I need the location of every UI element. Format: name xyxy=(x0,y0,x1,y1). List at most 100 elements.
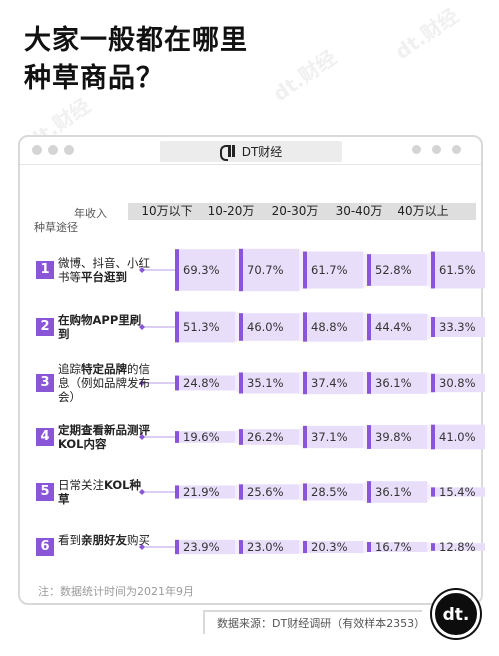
page-title: 大家一般都在哪里 种草商品？ xyxy=(24,22,248,98)
value-label: 20.3% xyxy=(311,540,348,554)
row-connector xyxy=(363,371,367,395)
value-band xyxy=(431,543,485,551)
value-band xyxy=(367,481,427,503)
value-label: 61.7% xyxy=(311,263,348,277)
column-header: 10-20万 xyxy=(207,204,255,218)
window-dot xyxy=(32,145,42,155)
row-label: 微博、抖音、小红书等平台逛到 xyxy=(58,256,150,284)
value-band-edge xyxy=(303,371,307,395)
value-label: 51.3% xyxy=(183,320,220,334)
value-band xyxy=(431,317,485,337)
value-band xyxy=(367,541,427,553)
value-label: 70.7% xyxy=(247,263,284,277)
value-band xyxy=(175,311,235,343)
value-band xyxy=(239,429,299,445)
value-band-edge xyxy=(367,313,371,341)
value-label: 69.3% xyxy=(183,263,220,277)
value-band xyxy=(431,487,485,497)
value-label: 30.8% xyxy=(439,376,476,390)
value-label: 23.9% xyxy=(183,540,220,554)
row-label: 在购物APP里刷到 xyxy=(58,313,142,341)
row-marker xyxy=(139,267,145,273)
value-band xyxy=(175,539,235,555)
row-marker xyxy=(139,544,145,550)
value-band-edge xyxy=(175,311,179,343)
row-connector xyxy=(235,484,239,500)
row-connector xyxy=(235,311,239,343)
row-connector xyxy=(299,312,303,342)
value-label: 35.1% xyxy=(247,376,284,390)
value-band-edge xyxy=(367,481,371,503)
value-label: 26.2% xyxy=(247,430,284,444)
value-label: 37.4% xyxy=(311,376,348,390)
value-label: 25.6% xyxy=(247,485,284,499)
column-header: 20-30万 xyxy=(271,204,319,218)
window-dot xyxy=(412,145,421,154)
row-number: 1 xyxy=(36,261,54,279)
window-dot xyxy=(48,145,58,155)
row-connector xyxy=(427,424,431,450)
value-label: 28.5% xyxy=(311,485,348,499)
value-band-edge xyxy=(431,373,435,393)
value-band-edge xyxy=(175,485,179,499)
value-band-edge xyxy=(175,375,179,391)
row-number: 4 xyxy=(36,428,54,446)
value-band-edge xyxy=(239,540,243,554)
value-label: 24.8% xyxy=(183,376,220,390)
row-connector xyxy=(427,541,431,553)
row-label: 日常关注KOL种草 xyxy=(58,478,141,506)
row-marker xyxy=(139,324,145,330)
value-band-edge xyxy=(303,540,307,554)
row-marker xyxy=(139,434,145,440)
row-connector xyxy=(363,312,367,342)
value-band-edge xyxy=(431,543,435,551)
value-band-edge xyxy=(367,372,371,394)
value-label: 41.0% xyxy=(439,430,476,444)
value-band xyxy=(239,484,299,500)
corner-title-income: 年收入 xyxy=(74,207,107,220)
value-band xyxy=(303,251,363,289)
value-band xyxy=(367,372,427,394)
row-marker xyxy=(139,380,145,386)
window-dot xyxy=(452,145,461,154)
chart-card: DT财经 69.3% 70.7% 61.7% 52.8% 61.5% 51.3% 46.0%… xyxy=(18,135,485,605)
value-band-edge xyxy=(239,429,243,445)
row-number: 6 xyxy=(36,538,54,556)
value-label: 21.9% xyxy=(183,485,220,499)
value-band-edge xyxy=(239,372,243,394)
row-connector xyxy=(427,372,431,394)
row-connector xyxy=(427,251,431,289)
row-connector xyxy=(235,248,239,292)
value-label: 61.5% xyxy=(439,263,476,277)
column-header: 30-40万 xyxy=(335,204,383,218)
window-bar: DT财经 xyxy=(20,137,481,165)
value-label: 16.7% xyxy=(375,540,412,554)
value-label: 19.6% xyxy=(183,430,220,444)
value-band xyxy=(431,251,485,289)
value-band xyxy=(303,540,363,554)
value-label: 23.0% xyxy=(247,540,284,554)
value-band xyxy=(239,313,299,341)
value-label: 52.8% xyxy=(375,263,412,277)
row-connector xyxy=(235,372,239,394)
row-connector xyxy=(299,371,303,395)
column-header-strip xyxy=(128,203,476,220)
page-title-line-1: 大家一般都在哪里 xyxy=(24,25,248,56)
value-band-edge xyxy=(303,312,307,342)
value-label: 36.1% xyxy=(375,376,412,390)
row-label: 看到亲朋好友购买 xyxy=(58,533,150,547)
row-number: 3 xyxy=(36,374,54,392)
value-band xyxy=(367,254,427,286)
value-band-edge xyxy=(367,541,371,553)
footnote: 注：数据统计时间为2021年9月 xyxy=(38,585,194,598)
watermark: dt.财经 xyxy=(390,3,463,65)
window-dot xyxy=(64,145,74,155)
row-connector xyxy=(299,483,303,501)
watermark: dt.财经 xyxy=(268,45,341,107)
row-connector xyxy=(363,425,367,449)
row-connector xyxy=(363,540,367,554)
value-band-edge xyxy=(175,249,179,291)
value-band xyxy=(175,485,235,499)
value-band xyxy=(431,424,485,450)
value-label: 46.0% xyxy=(247,320,284,334)
